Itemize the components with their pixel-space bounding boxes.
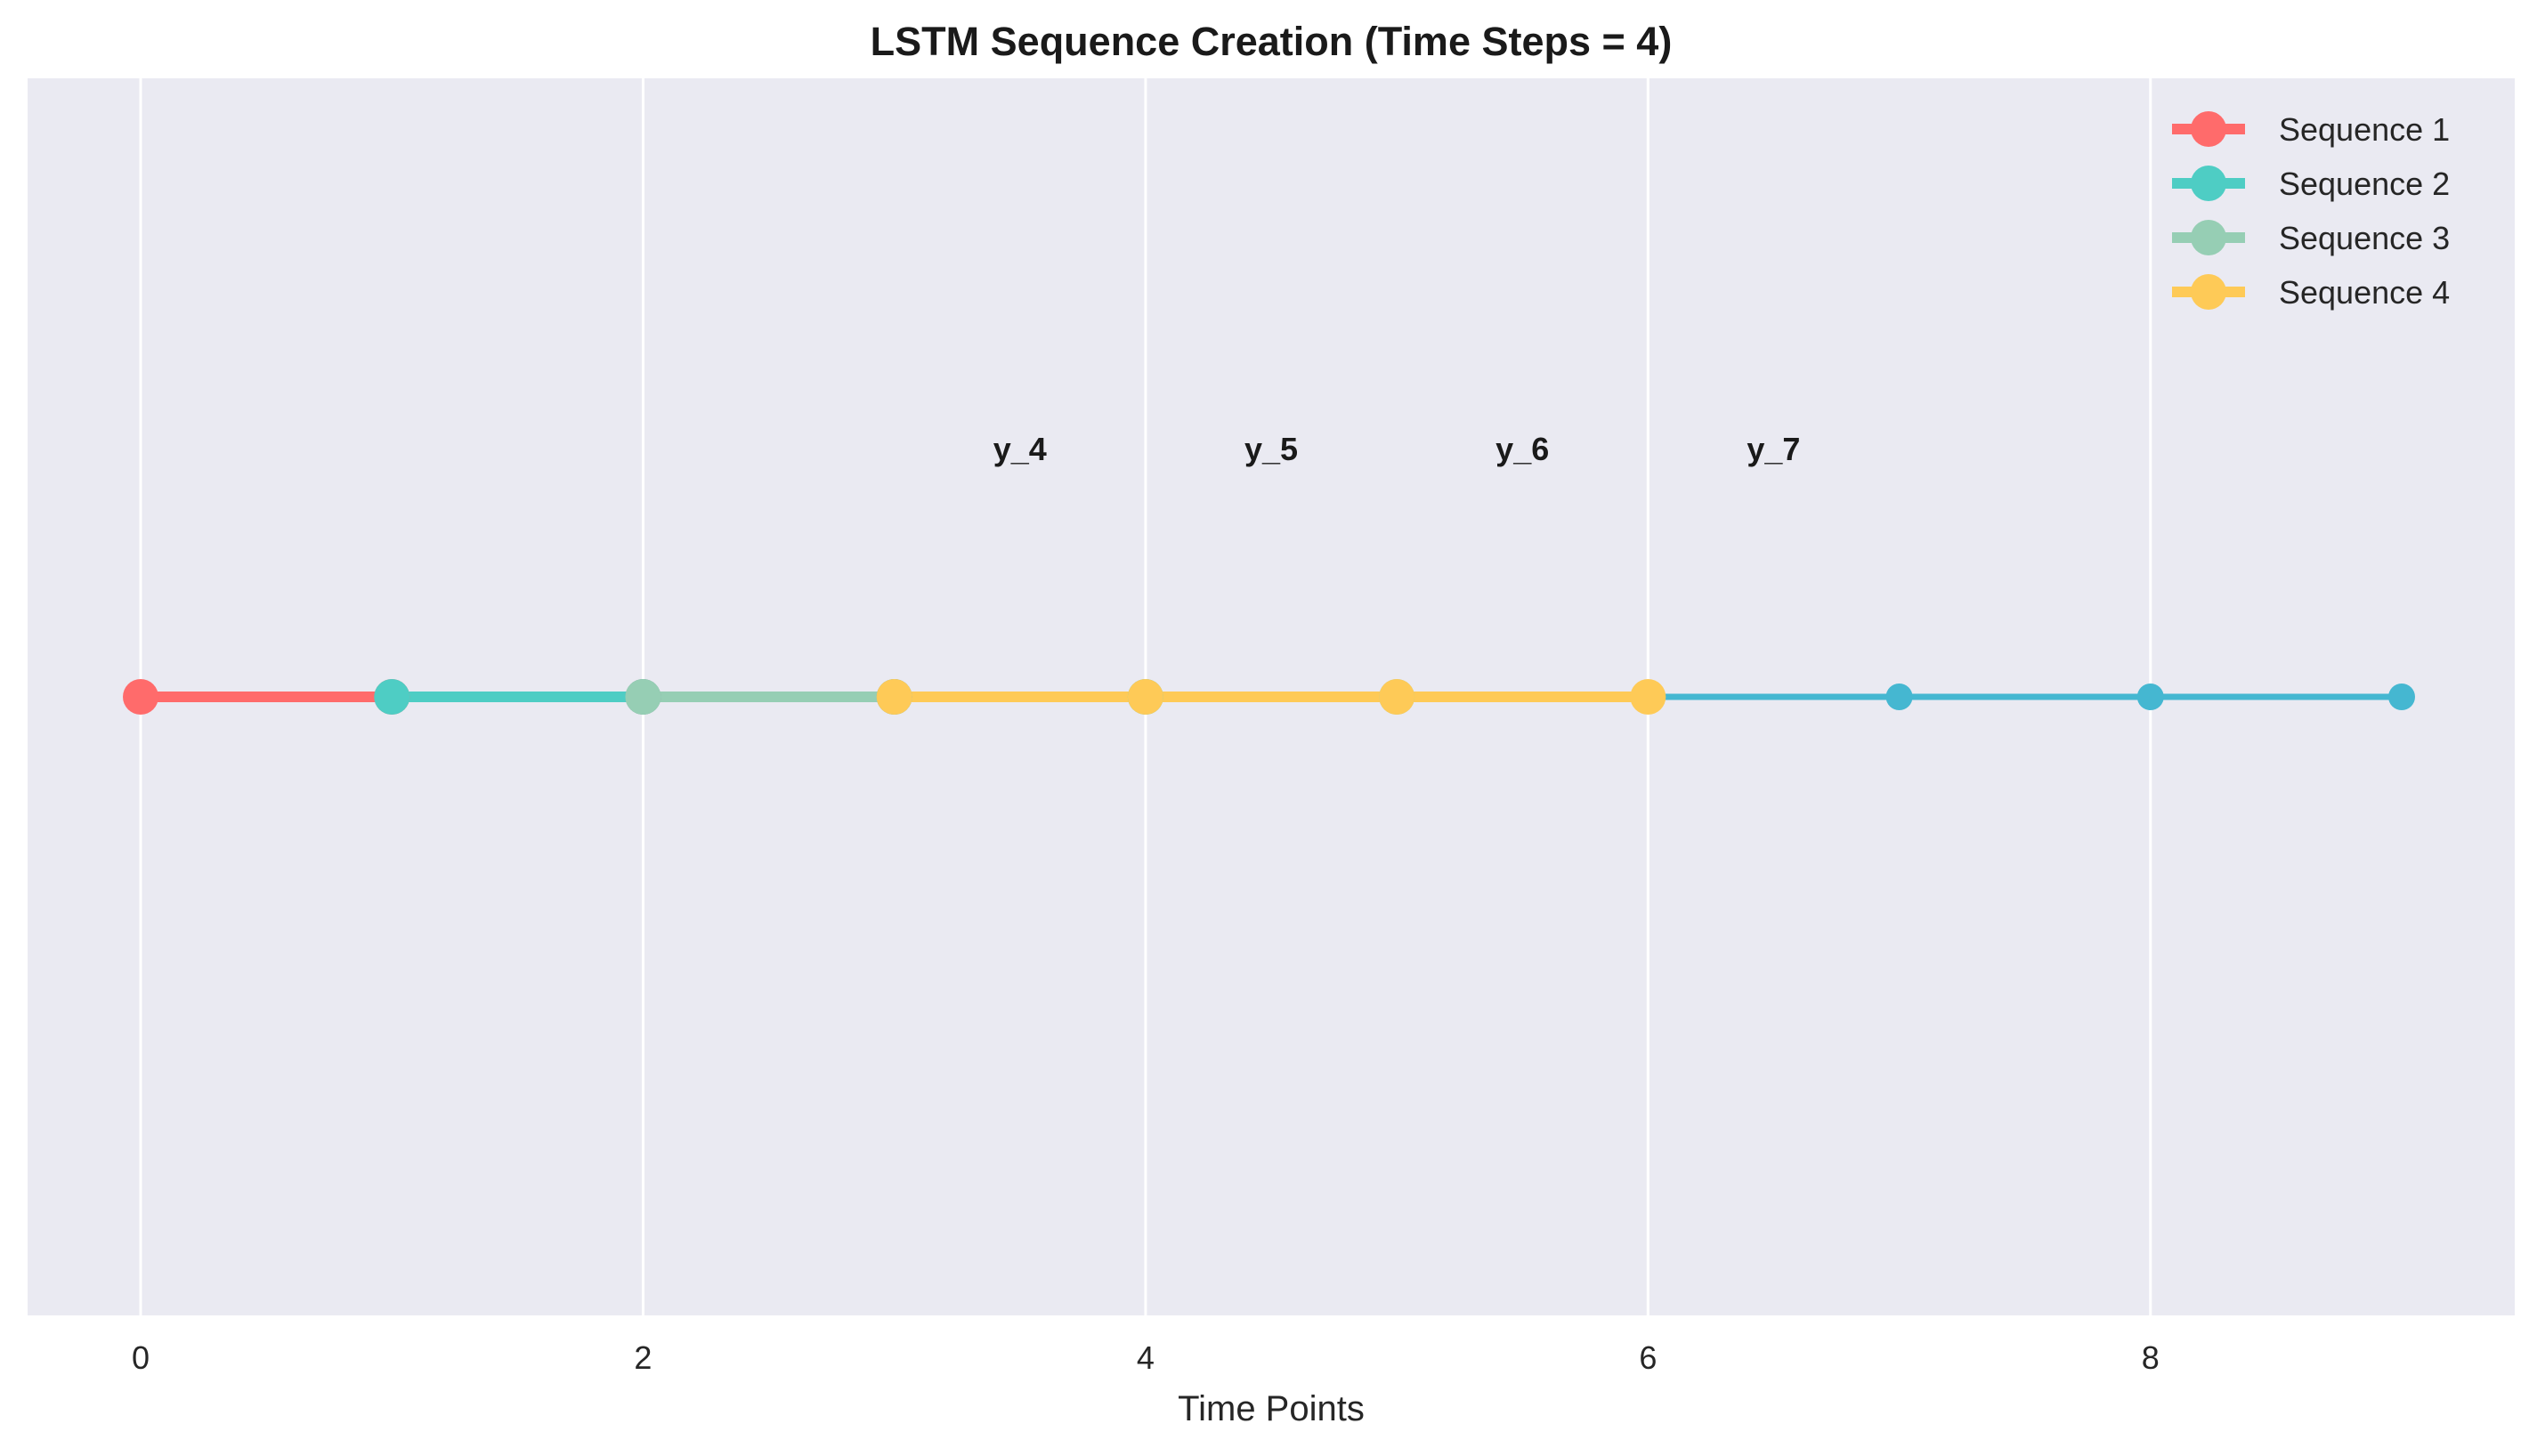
sequence-3-point [625,679,661,715]
base-series-point [2388,684,2415,710]
sequence-4-point [1379,679,1415,715]
annotation-label: y_5 [1244,431,1298,467]
legend-label-2: Sequence 2 [2279,166,2450,202]
x-tick-label: 4 [1137,1339,1155,1376]
x-tick-label: 8 [2142,1339,2160,1376]
annotation-label: y_6 [1495,431,1549,467]
x-tick-label: 6 [1639,1339,1657,1376]
legend: Sequence 1 Sequence 2 Sequence 3 Sequence 4 [2172,111,2450,311]
sequence-1-point [123,679,158,715]
sequence-4-point [876,679,912,715]
chart-title: LSTM Sequence Creation (Time Steps = 4) [871,19,1673,64]
legend-marker-3 [2191,220,2226,255]
sequence-4-point [1630,679,1666,715]
annotations: y_4 y_5 y_6 y_7 [993,431,1801,467]
x-tick-label: 2 [634,1339,652,1376]
legend-marker-2 [2191,166,2226,201]
series-points [123,679,2415,715]
base-series-point [1885,684,1913,710]
x-axis-label: Time Points [1178,1389,1365,1428]
sequence-4-point [1127,679,1163,715]
legend-marker-4 [2191,274,2226,310]
legend-label-1: Sequence 1 [2279,111,2450,148]
base-series-point [2136,684,2164,710]
legend-label-3: Sequence 3 [2279,220,2450,256]
annotation-label: y_4 [993,431,1047,467]
annotation-label: y_7 [1747,431,1800,467]
legend-marker-1 [2191,111,2226,147]
sequence-2-point [374,679,410,715]
legend-label-4: Sequence 4 [2279,274,2450,311]
x-axis-ticks: 0 2 4 6 8 [132,1339,2160,1376]
x-tick-label: 0 [132,1339,150,1376]
